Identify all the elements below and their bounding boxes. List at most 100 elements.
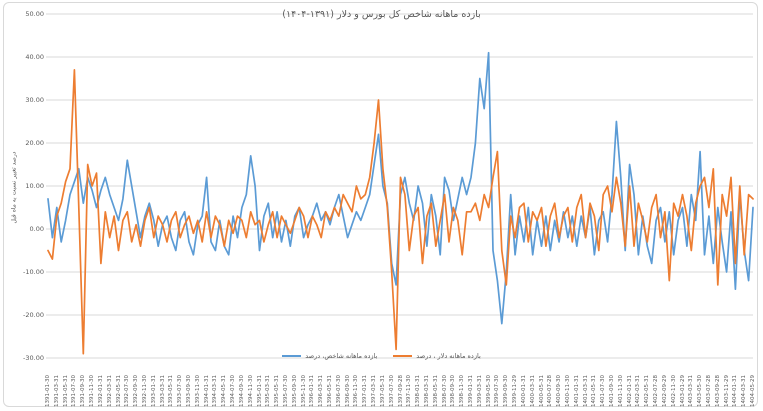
dollar-series-line-swatch (393, 355, 413, 357)
x-tick-label: 1396-01-31 (309, 375, 316, 407)
x-tick-label: 1391-11-30 (89, 375, 96, 407)
x-tick-label: 1396-03-31 (318, 375, 325, 407)
x-tick-label: 1402-09-29 (661, 375, 668, 407)
x-tick-label: 1401-11-30 (617, 375, 624, 407)
x-tick-label: 1391-01-30 (45, 375, 51, 407)
x-tick-label: 1402-01-31 (626, 375, 633, 407)
legend-label-index: بازده ماهانه شاخص، درصد (305, 352, 378, 360)
x-tick-label: 1396-09-30 (344, 375, 351, 407)
chart-frame (3, 2, 758, 407)
x-tick-label: 1396-07-30 (335, 375, 342, 407)
x-tick-label: 1403-03-31 (688, 375, 695, 407)
legend-item-index: بازده ماهانه شاخص، درصد (282, 352, 377, 360)
legend-label-dollar: بازده ماهانه دلار ، درصد (416, 352, 481, 360)
x-tick-label: 1398-03-31 (423, 375, 430, 407)
x-tick-label: 1391-03-31 (53, 375, 60, 407)
x-tick-label: 1392-11-30 (141, 375, 148, 407)
x-tick-label: 1392-05-31 (115, 375, 122, 407)
x-tick-label: 1392-03-31 (106, 375, 113, 407)
x-tick-label: 1398-09-30 (450, 375, 457, 407)
y-tick-label: -30.00 (23, 353, 44, 362)
x-tick-label: 1401-03-31 (582, 375, 589, 407)
y-tick-label: 20.00 (25, 138, 44, 147)
x-tick-label: 1403-11-29 (723, 375, 730, 407)
x-tick-label: 1399-03-31 (476, 375, 483, 407)
x-tick-label: 1394-07-30 (230, 375, 237, 407)
x-tick-label: 1393-05-31 (168, 375, 175, 407)
y-tick-label: -20.00 (23, 310, 44, 319)
x-tick-label: 1402-05-31 (644, 375, 651, 407)
x-tick-label: 1392-01-31 (97, 375, 104, 407)
x-tick-label: 1398-11-30 (459, 375, 466, 407)
x-tick-label: 1394-01-31 (203, 375, 210, 407)
x-tick-label: 1394-11-30 (247, 375, 254, 407)
x-tick-label: 1391-09-30 (80, 375, 87, 407)
x-tick-label: 1399-05-30 (485, 375, 492, 407)
x-tick-label: 1399-07-30 (494, 375, 501, 407)
y-tick-label: 40.00 (25, 52, 44, 61)
x-tick-label: 1401-09-30 (609, 375, 615, 407)
x-tick-label: 1401-07-30 (600, 375, 607, 407)
x-tick-label: 1400-03-31 (529, 375, 536, 407)
x-tick-label: 1397-05-31 (379, 375, 386, 407)
x-tick-label: 1393-11-30 (194, 375, 201, 407)
x-tick-label: 1395-03-31 (265, 375, 272, 407)
y-tick-label: 50.00 (25, 9, 44, 18)
x-tick-label: 1403-09-28 (714, 375, 721, 407)
x-tick-label: 1401-05-31 (591, 375, 598, 407)
x-tick-label: 1400-07-28 (547, 375, 554, 407)
x-tick-label: 1397-09-28 (397, 375, 404, 407)
legend-item-dollar: بازده ماهانه دلار ، درصد (393, 352, 481, 360)
x-tick-label: 1391-07-30 (71, 375, 78, 407)
x-tick-label: 1397-01-31 (362, 375, 369, 407)
x-tick-label: 1403-07-28 (705, 375, 712, 407)
x-tick-label: 1392-09-30 (133, 375, 140, 407)
x-tick-label: 1395-01-31 (256, 375, 263, 407)
x-tick-label: 1400-09-30 (556, 375, 563, 407)
x-tick-label: 1404-05-29 (750, 375, 756, 407)
x-tick-label: 1399-01-31 (468, 375, 474, 407)
x-tick-label: 1398-05-31 (432, 375, 439, 407)
x-tick-label: 1402-07-28 (653, 375, 660, 407)
x-tick-label: 1393-01-31 (150, 375, 157, 407)
x-tick-label: 1393-09-30 (186, 375, 192, 407)
dollar-return-line (47, 69, 754, 355)
y-tick-label: 10.00 (25, 181, 44, 190)
x-tick-label: 1400-05-31 (538, 375, 545, 407)
y-tick-label: 30.00 (25, 95, 44, 104)
x-tick-label: 1391-05-31 (62, 375, 69, 407)
index-series-line-swatch (282, 355, 302, 357)
x-tick-label: 1397-03-31 (371, 375, 378, 407)
x-tick-label: 1393-03-31 (159, 375, 166, 407)
x-tick-label: 1395-09-30 (291, 375, 298, 407)
x-tick-label: 1399-09-30 (503, 375, 510, 407)
x-tick-label: 1402-11-30 (670, 375, 677, 407)
x-tick-label: 1399-11-29 (512, 375, 519, 407)
legend: بازده ماهانه شاخص، درصد بازده ماهانه دلا… (0, 350, 763, 362)
x-tick-label: 1403-01-29 (679, 375, 686, 407)
x-tick-label: 1395-07-30 (282, 375, 289, 407)
x-tick-label: 1397-11-30 (406, 375, 413, 407)
x-tick-label: 1400-01-31 (520, 375, 527, 407)
x-tick-label: 1400-11-30 (564, 375, 571, 407)
x-tick-label: 1395-11-30 (300, 375, 307, 407)
x-tick-label: 1393-07-30 (177, 375, 184, 407)
y-tick-label: 0.00 (29, 224, 44, 233)
x-tick-label: 1402-03-31 (635, 375, 642, 407)
x-tick-label: 1397-07-30 (388, 375, 395, 407)
x-tick-label: 1392-07-30 (124, 375, 131, 407)
y-tick-label: -10.00 (23, 267, 44, 276)
x-tick-label: 1396-05-31 (327, 375, 333, 407)
x-tick-label: 1396-11-30 (353, 375, 360, 407)
x-tick-label: 1398-07-30 (441, 375, 448, 407)
x-tick-label: 1404-01-31 (732, 375, 739, 407)
chart-title: بازده ماهانه شاخص كل بورس و دلار (۱۳۹۱-۱… (282, 9, 481, 20)
x-tick-label: 1401-01-31 (573, 375, 580, 407)
x-tick-label: 1394-05-31 (221, 375, 228, 407)
x-tick-label: 1398-01-31 (415, 375, 422, 407)
x-tick-label: 1394-03-31 (212, 375, 219, 407)
x-tick-label: 1404-03-31 (741, 375, 748, 407)
x-tick-label: 1403-05-30 (697, 375, 704, 407)
x-tick-label: 1395-05-31 (274, 375, 281, 407)
